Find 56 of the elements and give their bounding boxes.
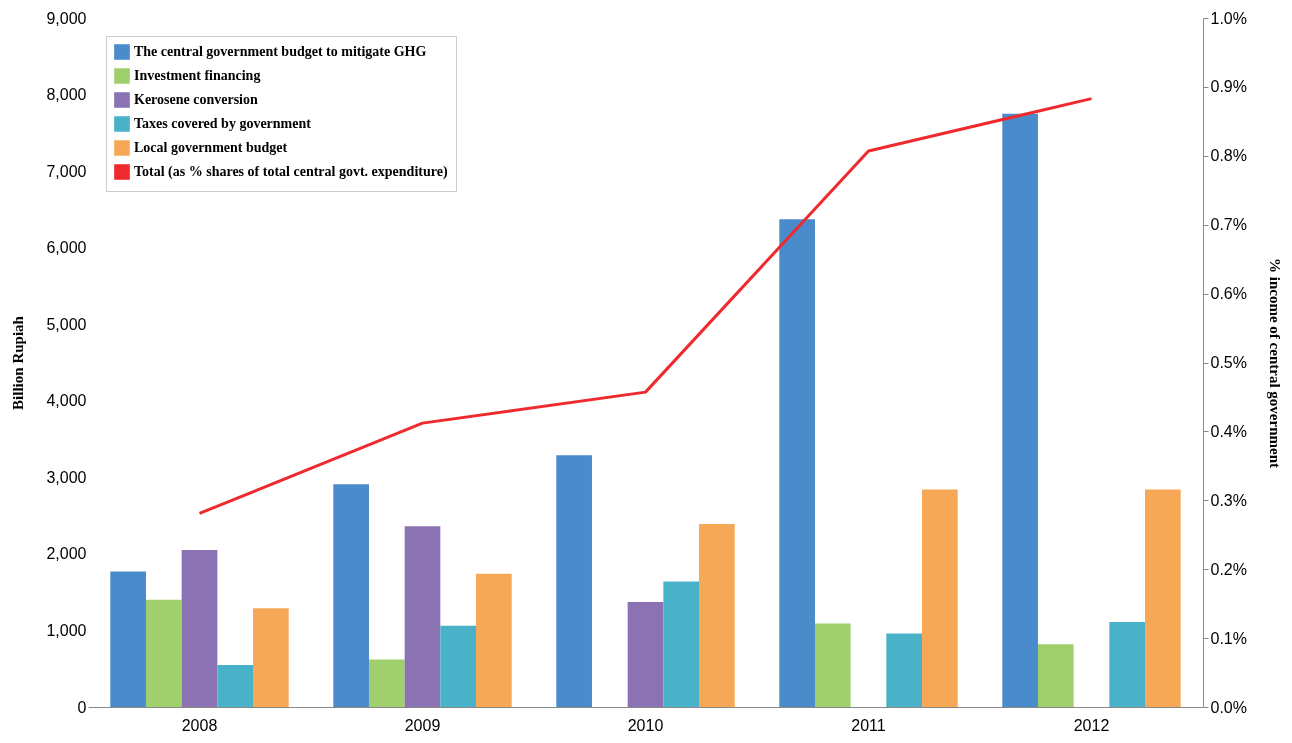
y2-tick-label: 0.3% xyxy=(1210,491,1247,509)
legend-label: Investment financing xyxy=(134,68,261,83)
y-tick-label: 3,000 xyxy=(46,468,87,486)
x-tick-label: 2008 xyxy=(181,716,218,734)
y-tick-label: 7,000 xyxy=(46,162,87,180)
y-tick-label: 0 xyxy=(77,698,87,716)
x-tick-label: 2011 xyxy=(851,716,886,734)
y2-tick-label: 0.2% xyxy=(1210,560,1247,578)
bar xyxy=(476,573,512,707)
y2-tick-label: 0.4% xyxy=(1210,422,1247,440)
bar xyxy=(886,633,923,707)
x-tick-label: 2009 xyxy=(404,716,441,734)
y2-tick-label: 0.8% xyxy=(1210,147,1247,165)
bar xyxy=(217,664,254,707)
bar xyxy=(1109,622,1146,707)
legend-label: Total (as % shares of total central govt. expenditure) xyxy=(134,164,448,180)
bar xyxy=(663,581,700,707)
y2-tick-label: 1.0% xyxy=(1210,9,1247,27)
bar xyxy=(110,571,146,707)
y-tick-label: 9,000 xyxy=(46,9,87,27)
legend-label: The central government budget to mitigate GHG xyxy=(134,44,427,59)
y-axis-title: Billion Rupiah xyxy=(10,315,27,410)
y2-tick-label: 0.1% xyxy=(1210,629,1247,647)
y-tick-label: 4,000 xyxy=(46,392,87,410)
y2-tick-label: 0.9% xyxy=(1210,78,1247,96)
bar xyxy=(1145,489,1181,707)
y-tick-label: 5,000 xyxy=(46,315,87,333)
bar xyxy=(699,524,735,707)
y-tick-label: 8,000 xyxy=(46,86,87,104)
y2-tick-label: 0.0% xyxy=(1210,698,1247,716)
bar xyxy=(1037,644,1074,707)
bar xyxy=(627,602,664,707)
y2-tick-label: 0.5% xyxy=(1210,354,1247,371)
bar xyxy=(1002,113,1038,707)
legend-label: Local government budget xyxy=(134,140,288,155)
y-tick-label: 2,000 xyxy=(46,545,87,563)
bar xyxy=(814,623,851,707)
bar xyxy=(556,455,592,707)
y-tick-label: 6,000 xyxy=(46,239,87,257)
legend-label: Kerosene conversion xyxy=(134,92,258,107)
y2-tick-label: 0.7% xyxy=(1210,216,1247,234)
bar xyxy=(922,489,958,707)
y2-tick-label: 0.6% xyxy=(1210,285,1247,303)
x-tick-label: 2012 xyxy=(1073,716,1110,734)
bar xyxy=(368,659,405,707)
y-tick-label: 1,000 xyxy=(46,621,87,639)
x-tick-label: 2010 xyxy=(627,716,664,734)
legend-label: Taxes covered by government xyxy=(134,116,312,131)
bar xyxy=(333,484,369,707)
bar xyxy=(145,599,182,707)
bar xyxy=(404,526,441,707)
bar xyxy=(779,219,815,707)
bar xyxy=(181,550,218,707)
y2-axis-title: % income of central government xyxy=(1266,258,1283,468)
bar xyxy=(440,625,477,707)
bar xyxy=(253,608,289,707)
